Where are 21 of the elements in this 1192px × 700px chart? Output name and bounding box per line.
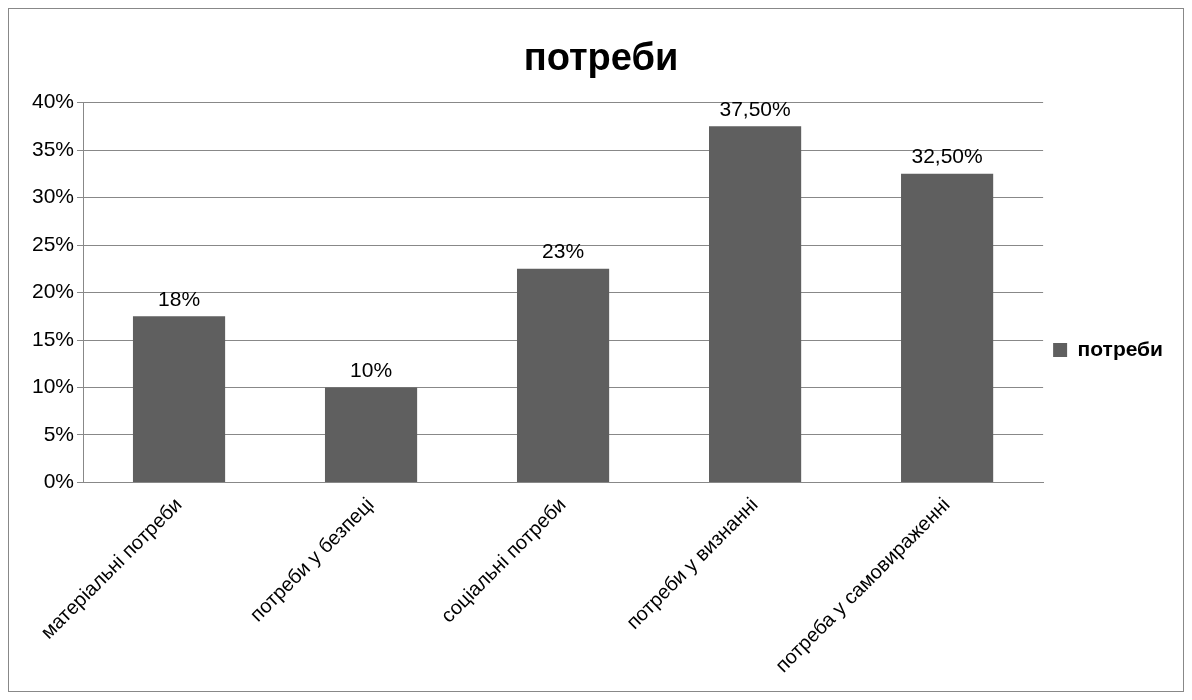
data-label: 37,50% [719,96,791,120]
y-tick-label: 20% [32,279,75,303]
y-tick-label: 40% [32,89,75,113]
bar [709,126,802,482]
y-tick-label: 15% [32,326,75,350]
legend-label: потреби [1077,336,1164,360]
y-tick-label: 5% [43,421,75,445]
bar [132,316,226,482]
y-tick-label: 35% [32,136,75,160]
bar [324,387,418,482]
data-label: 10% [350,357,393,381]
bar [516,268,610,482]
y-tick-label: 10% [32,374,75,398]
data-label: 23% [542,239,585,263]
data-label: 18% [158,286,201,310]
y-tick-label: 25% [32,231,75,255]
bar [901,173,994,482]
y-tick-label: 0% [43,469,75,493]
chart-title: потреби [523,36,679,79]
data-label: 32,50% [911,144,983,168]
y-tick-label: 30% [32,184,75,208]
